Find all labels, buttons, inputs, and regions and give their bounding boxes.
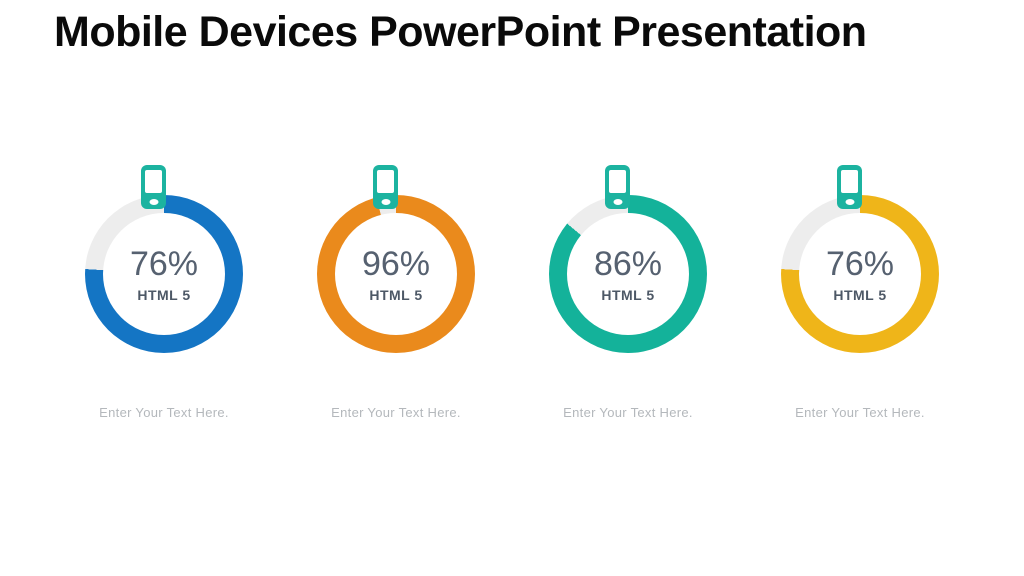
donut-card-4: 76% HTML 5 Enter Your Text Here.	[744, 165, 976, 420]
donut-ring: 76% HTML 5	[85, 195, 243, 353]
slide-title: Mobile Devices PowerPoint Presentation	[54, 8, 867, 56]
donut-ring: 96% HTML 5	[317, 195, 475, 353]
percent-value: 96%	[361, 244, 431, 283]
tech-label: HTML 5	[137, 286, 191, 303]
donut-center: 86% HTML 5	[567, 213, 689, 335]
donut-center: 76% HTML 5	[103, 213, 225, 335]
caption-text: Enter Your Text Here.	[331, 405, 461, 420]
gauge-row: 76% HTML 5 Enter Your Text Here. 96% HTM…	[48, 165, 976, 420]
donut-card-1: 76% HTML 5 Enter Your Text Here.	[48, 165, 280, 420]
phone-screen-icon	[377, 170, 394, 193]
donut-chart: 96% HTML 5	[287, 165, 505, 355]
donut-chart: 86% HTML 5	[519, 165, 737, 355]
donut-center: 96% HTML 5	[335, 213, 457, 335]
tech-label: HTML 5	[369, 286, 423, 303]
phone-home-button-icon	[845, 199, 854, 205]
percent-value: 76%	[129, 244, 199, 283]
donut-chart: 76% HTML 5	[55, 165, 273, 355]
phone-home-button-icon	[149, 199, 158, 205]
phone-screen-icon	[145, 170, 162, 193]
phone-home-button-icon	[381, 199, 390, 205]
donut-card-2: 96% HTML 5 Enter Your Text Here.	[280, 165, 512, 420]
phone-screen-icon	[609, 170, 626, 193]
phone-icon	[141, 165, 166, 209]
tech-label: HTML 5	[833, 286, 887, 303]
donut-ring: 86% HTML 5	[549, 195, 707, 353]
tech-label: HTML 5	[601, 286, 655, 303]
phone-home-button-icon	[613, 199, 622, 205]
percent-value: 86%	[593, 244, 663, 283]
donut-chart: 76% HTML 5	[751, 165, 969, 355]
percent-value: 76%	[825, 244, 895, 283]
donut-ring: 76% HTML 5	[781, 195, 939, 353]
caption-text: Enter Your Text Here.	[795, 405, 925, 420]
caption-text: Enter Your Text Here.	[563, 405, 693, 420]
phone-icon	[837, 165, 862, 209]
donut-card-3: 86% HTML 5 Enter Your Text Here.	[512, 165, 744, 420]
phone-icon	[605, 165, 630, 209]
phone-screen-icon	[841, 170, 858, 193]
donut-center: 76% HTML 5	[799, 213, 921, 335]
caption-text: Enter Your Text Here.	[99, 405, 229, 420]
phone-icon	[373, 165, 398, 209]
